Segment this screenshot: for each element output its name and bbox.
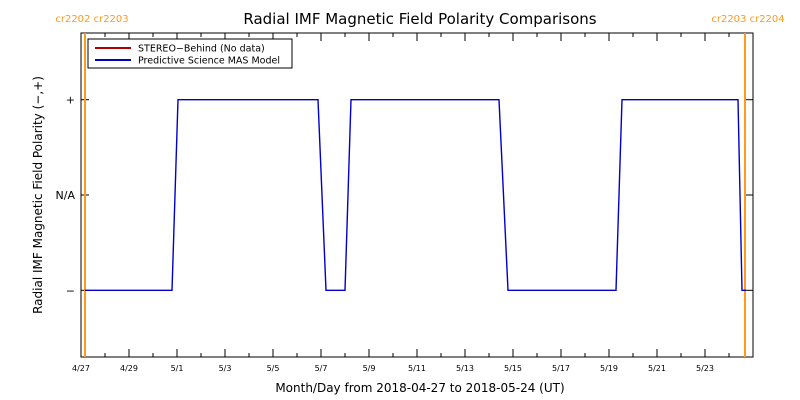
x-tick-label: 5/13 xyxy=(456,364,474,373)
legend-label-stereo: STEREO−Behind (No data) xyxy=(138,44,265,55)
y-tick-label: + xyxy=(66,94,75,107)
x-tick-label: 5/21 xyxy=(648,364,666,373)
x-tick-label: 5/23 xyxy=(696,364,714,373)
rotation-markers xyxy=(84,33,746,357)
plot-frame xyxy=(80,32,754,358)
y-axis-label: Radial IMF Magnetic Field Polarity (−,+) xyxy=(31,76,45,314)
x-axis-label: Month/Day from 2018-04-27 to 2018-05-24 … xyxy=(275,381,564,395)
series-line-1 xyxy=(85,98,746,291)
x-tick-label: 5/19 xyxy=(600,364,618,373)
x-tick-label: 5/9 xyxy=(363,364,376,373)
rotation-label-left: cr2202 cr2203 xyxy=(55,14,128,25)
x-tick-label: 5/15 xyxy=(504,364,522,373)
x-tick-label: 5/17 xyxy=(552,364,570,373)
legend-label-mas: Predictive Science MAS Model xyxy=(138,56,280,67)
x-tick-label: 5/1 xyxy=(171,364,184,373)
y-axis-ticks: + N/A − xyxy=(56,94,753,297)
x-tick-label: 4/27 xyxy=(72,364,90,373)
x-tick-label: 5/11 xyxy=(408,364,426,373)
x-tick-label: 5/5 xyxy=(267,364,280,373)
legend: STEREO−Behind (No data) Predictive Scien… xyxy=(87,38,293,69)
legend-box xyxy=(87,38,293,69)
x-tick-label: 5/7 xyxy=(315,364,328,373)
chart-title: Radial IMF Magnetic Field Polarity Compa… xyxy=(243,10,596,28)
y-tick-label: N/A xyxy=(56,189,76,202)
rotation-label-right: cr2203 cr2204 xyxy=(711,14,784,25)
x-tick-label: 4/29 xyxy=(120,364,138,373)
x-axis-ticks: 4/27 4/29 5/1 5/3 5/5 5/7 5/9 5/11 5/13 5/15 5/17 5… xyxy=(72,33,754,373)
series-layer xyxy=(85,98,746,291)
x-tick-label: 5/3 xyxy=(219,364,232,373)
y-tick-label: − xyxy=(66,284,75,297)
